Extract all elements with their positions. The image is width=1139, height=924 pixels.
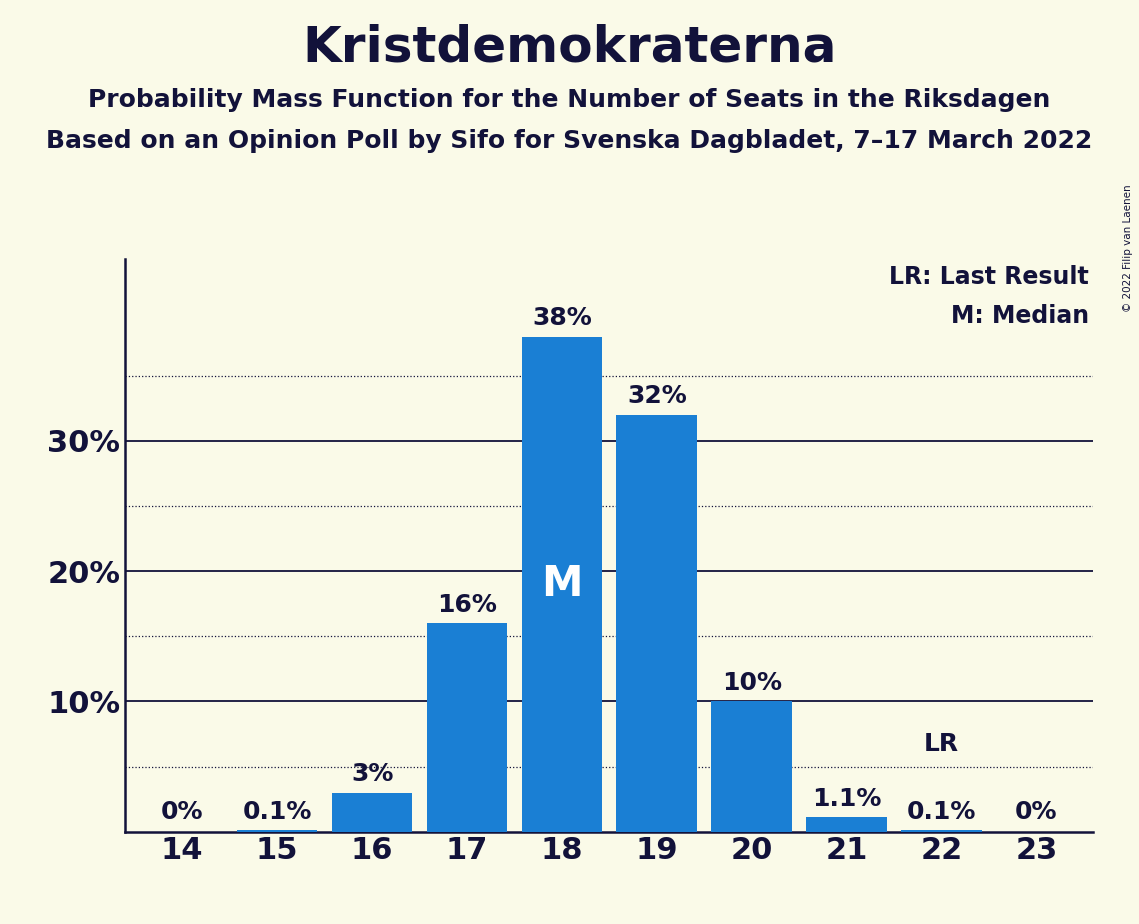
- Bar: [427, 624, 507, 832]
- Text: 32%: 32%: [626, 384, 687, 408]
- Text: Based on an Opinion Poll by Sifo for Svenska Dagbladet, 7–17 March 2022: Based on an Opinion Poll by Sifo for Sve…: [47, 129, 1092, 153]
- Bar: [712, 701, 792, 832]
- Text: LR: LR: [924, 732, 959, 756]
- Bar: [806, 817, 887, 832]
- Text: Kristdemokraterna: Kristdemokraterna: [302, 23, 837, 71]
- Bar: [522, 337, 603, 832]
- Text: M: Median: M: Median: [951, 304, 1089, 328]
- Text: 0%: 0%: [161, 800, 204, 824]
- Bar: [616, 415, 697, 832]
- Text: 10%: 10%: [722, 671, 781, 695]
- Text: 1.1%: 1.1%: [812, 786, 882, 810]
- Text: 3%: 3%: [351, 762, 393, 786]
- Text: 0.1%: 0.1%: [243, 800, 312, 824]
- Text: Probability Mass Function for the Number of Seats in the Riksdagen: Probability Mass Function for the Number…: [89, 88, 1050, 112]
- Text: 16%: 16%: [437, 593, 497, 617]
- Text: 0%: 0%: [1015, 800, 1058, 824]
- Text: M: M: [541, 564, 583, 605]
- Bar: [901, 831, 982, 832]
- Bar: [331, 793, 412, 832]
- Text: © 2022 Filip van Laenen: © 2022 Filip van Laenen: [1123, 185, 1133, 312]
- Text: 38%: 38%: [532, 307, 592, 331]
- Text: LR: Last Result: LR: Last Result: [888, 265, 1089, 289]
- Text: 0.1%: 0.1%: [907, 800, 976, 824]
- Bar: [237, 831, 318, 832]
